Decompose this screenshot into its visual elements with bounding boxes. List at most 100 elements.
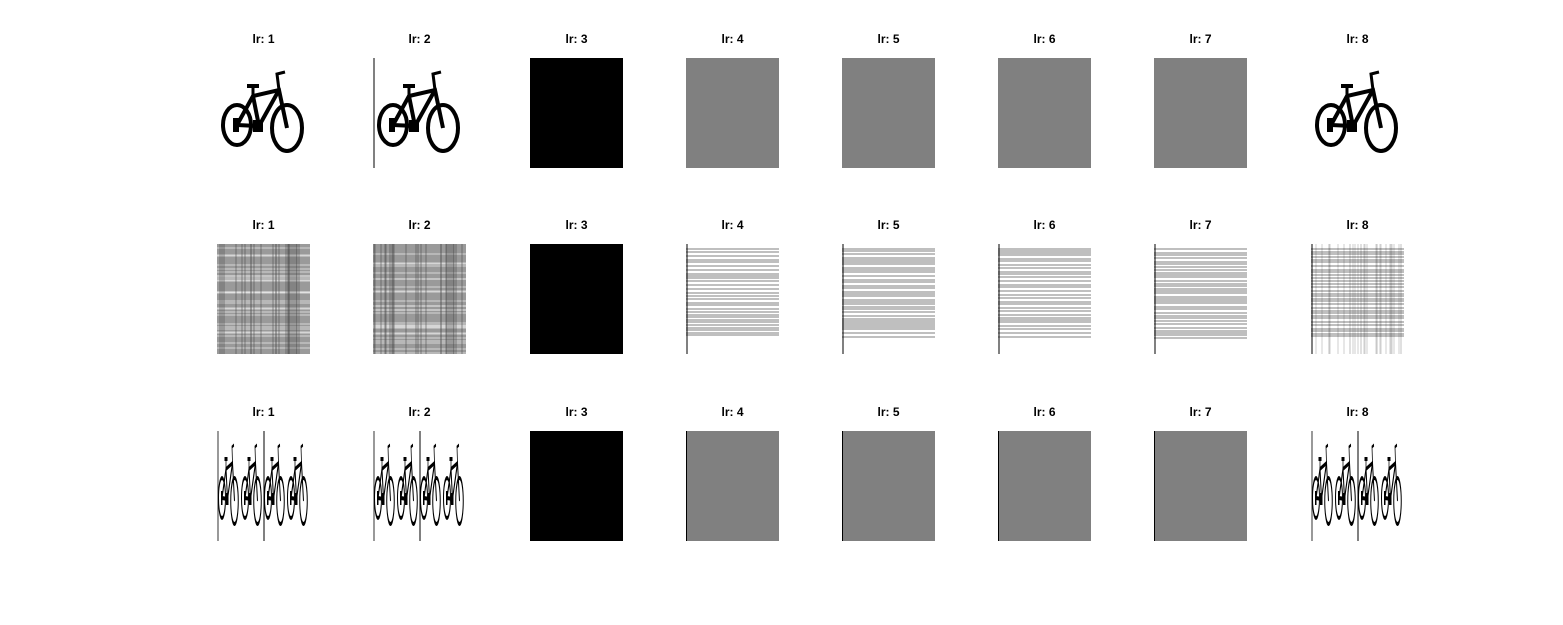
panel-image-r1-c7 <box>1154 58 1247 168</box>
panel-image-r1-c3 <box>530 58 623 168</box>
bicycle-shape <box>1312 443 1333 526</box>
panel-image-r3-c7 <box>1154 431 1247 541</box>
panel-background <box>530 58 623 168</box>
panel-image-r1-c4 <box>686 58 779 168</box>
bicycle-shape <box>218 443 239 526</box>
panel-image-r3-c3 <box>530 431 623 541</box>
bicycle-shape <box>1335 443 1356 526</box>
panel-title-r1-c3: lr: 3 <box>565 32 588 46</box>
panel-image-r2-c8 <box>1311 244 1404 354</box>
image-panel-r1-c2 <box>373 58 466 168</box>
bicycle-shape <box>443 443 464 526</box>
bicycle-shape <box>397 443 418 526</box>
panel-title-r3-c5: lr: 5 <box>877 405 900 419</box>
panel-background <box>373 244 466 354</box>
image-panel-r2-c8 <box>1311 244 1404 354</box>
panel-image-r2-c2 <box>373 244 466 354</box>
panel-image-r2-c1 <box>217 244 310 354</box>
panel-title-r2-c4: lr: 4 <box>721 218 744 232</box>
bicycle-shape <box>1381 443 1402 526</box>
bar-strip <box>759 431 779 541</box>
image-panel-r1-c1 <box>217 58 310 168</box>
panel-title-r2-c6: lr: 6 <box>1033 218 1056 232</box>
panel-title-r1-c7: lr: 7 <box>1189 32 1212 46</box>
image-panel-r3-c2 <box>373 431 466 541</box>
panel-title-r2-c2: lr: 2 <box>408 218 431 232</box>
image-panel-r2-c3 <box>530 244 623 354</box>
image-panel-r3-c3 <box>530 431 623 541</box>
panel-image-r2-c4 <box>686 244 779 354</box>
panel-title-r3-c6: lr: 6 <box>1033 405 1056 419</box>
panel-image-r3-c1 <box>217 431 310 541</box>
image-panel-r2-c6 <box>998 244 1091 354</box>
panel-title-r2-c5: lr: 5 <box>877 218 900 232</box>
panel-image-r3-c2 <box>373 431 466 541</box>
panel-image-r2-c5 <box>842 244 935 354</box>
bicycle-shape <box>264 443 285 526</box>
panel-title-r2-c1: lr: 1 <box>252 218 275 232</box>
panel-title-r2-c8: lr: 8 <box>1346 218 1369 232</box>
panel-image-r3-c8 <box>1311 431 1404 541</box>
bar-strip <box>579 431 599 541</box>
panel-image-r3-c4 <box>686 431 779 541</box>
bar-strip <box>891 431 911 541</box>
image-panel-r3-c4 <box>686 431 779 541</box>
image-panel-r1-c3 <box>530 58 623 168</box>
image-panel-r1-c6 <box>998 58 1091 168</box>
bar-strip <box>1154 431 1173 541</box>
panel-image-r1-c2 <box>373 58 466 168</box>
panel-image-r1-c1 <box>217 58 310 168</box>
panel-title-r2-c3: lr: 3 <box>565 218 588 232</box>
image-panel-r3-c8 <box>1311 431 1404 541</box>
panel-background <box>686 58 779 168</box>
bicycle-shape <box>287 443 308 526</box>
bar-strip <box>1071 431 1091 541</box>
panel-title-r1-c6: lr: 6 <box>1033 32 1056 46</box>
image-panel-r1-c8 <box>1311 58 1404 168</box>
panel-image-r3-c6 <box>998 431 1091 541</box>
bar-strip <box>915 431 935 541</box>
panel-title-r3-c7: lr: 7 <box>1189 405 1212 419</box>
panel-background <box>530 244 623 354</box>
panel-title-r1-c4: lr: 4 <box>721 32 744 46</box>
panel-title-r3-c2: lr: 2 <box>408 405 431 419</box>
image-panel-r1-c7 <box>1154 58 1247 168</box>
bar-strip <box>1227 431 1247 541</box>
bar-strip <box>530 431 549 541</box>
bicycle-shape <box>377 70 460 153</box>
bicycle-shape <box>420 443 441 526</box>
bar-strip <box>1022 431 1042 541</box>
image-panel-r1-c5 <box>842 58 935 168</box>
panel-image-r1-c5 <box>842 58 935 168</box>
image-panel-r3-c1 <box>217 431 310 541</box>
image-panel-r1-c4 <box>686 58 779 168</box>
bicycle-shape <box>241 443 262 526</box>
panel-image-r2-c3 <box>530 244 623 354</box>
bar-strip <box>710 431 730 541</box>
image-panel-r3-c7 <box>1154 431 1247 541</box>
bar-strip <box>686 431 705 541</box>
bar-strip <box>1178 431 1198 541</box>
panel-image-r3-c5 <box>842 431 935 541</box>
bar-strip <box>998 431 1017 541</box>
image-panel-r2-c4 <box>686 244 779 354</box>
panel-title-r1-c2: lr: 2 <box>408 32 431 46</box>
bicycle-shape <box>374 443 395 526</box>
panel-background <box>842 244 935 354</box>
panel-image-r2-c6 <box>998 244 1091 354</box>
image-panel-r2-c2 <box>373 244 466 354</box>
image-panel-r3-c6 <box>998 431 1091 541</box>
panel-image-r1-c6 <box>998 58 1091 168</box>
panel-background <box>998 244 1091 354</box>
bar-strip <box>1203 431 1223 541</box>
panel-title-r1-c5: lr: 5 <box>877 32 900 46</box>
image-panel-r2-c5 <box>842 244 935 354</box>
panel-title-r1-c8: lr: 8 <box>1346 32 1369 46</box>
bar-strip <box>735 431 755 541</box>
image-panel-r2-c7 <box>1154 244 1247 354</box>
bicycle-shape <box>1315 70 1398 153</box>
bar-strip <box>842 431 861 541</box>
bar-strip <box>603 431 623 541</box>
panel-title-r3-c8: lr: 8 <box>1346 405 1369 419</box>
